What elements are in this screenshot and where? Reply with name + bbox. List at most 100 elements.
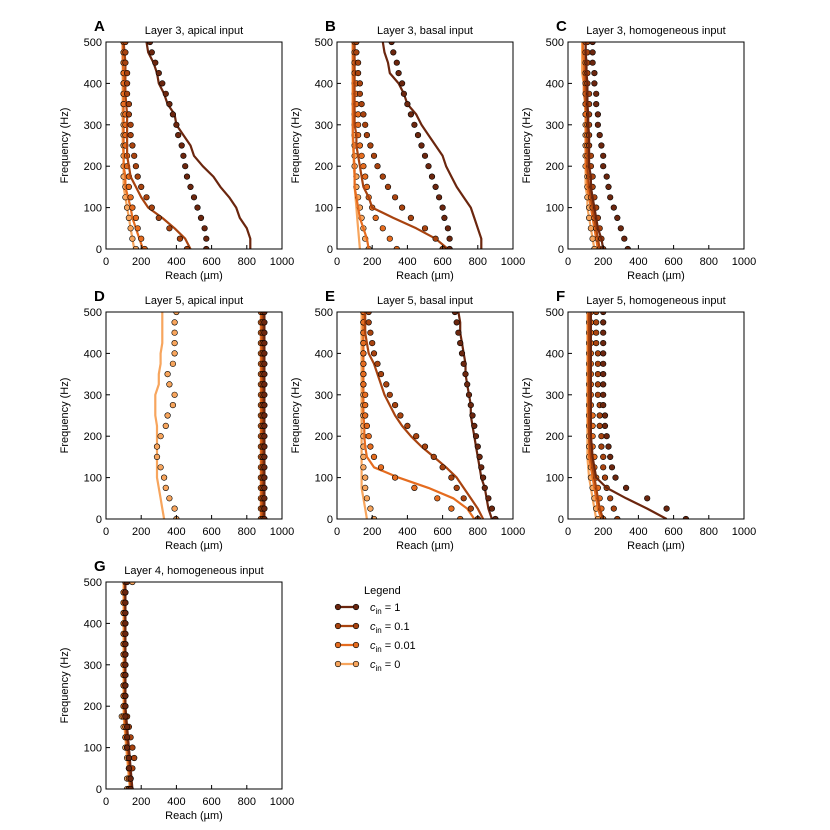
data-point <box>383 381 390 388</box>
data-point <box>593 329 600 336</box>
data-point <box>682 515 689 519</box>
x-tick-label: 0 <box>103 256 109 268</box>
data-point <box>148 49 155 56</box>
data-point <box>122 703 129 710</box>
y-tick-label: 200 <box>315 161 333 173</box>
data-point <box>157 433 164 440</box>
data-point <box>593 340 600 347</box>
data-point <box>414 132 422 139</box>
data-point <box>601 422 609 430</box>
data-point <box>261 453 268 461</box>
data-point <box>600 319 607 326</box>
legend-entry: cin = 0 <box>334 659 400 673</box>
data-point <box>360 371 367 378</box>
data-point <box>261 371 268 378</box>
series-line-1 <box>364 312 485 519</box>
data-point <box>261 412 268 419</box>
y-tick-label: 100 <box>315 473 333 485</box>
data-point <box>122 599 129 606</box>
data-point <box>261 340 268 347</box>
data-point <box>162 484 169 492</box>
data-point <box>134 225 141 232</box>
data-point <box>444 225 452 232</box>
x-tick-label: 600 <box>664 256 682 268</box>
data-point <box>374 360 381 367</box>
data-point <box>593 100 600 108</box>
y-tick-label: 400 <box>84 78 102 90</box>
data-point <box>123 69 131 77</box>
data-point <box>594 350 602 357</box>
data-point <box>448 474 455 481</box>
panel-b: 0 200 400 600 800 1000 0 100 200 300 400 500 Reach (… <box>290 18 525 282</box>
x-tick-label: 800 <box>469 526 487 538</box>
data-point <box>187 183 194 190</box>
x-tick-label: 600 <box>664 526 682 538</box>
y-tick-label: 100 <box>84 203 102 215</box>
data-point <box>404 422 411 430</box>
data-point <box>173 121 180 128</box>
data-point <box>621 235 628 242</box>
y-tick-label: 300 <box>84 660 102 672</box>
data-point <box>379 173 386 180</box>
legend-entry: cin = 0.1 <box>334 621 410 635</box>
x-tick-label: 200 <box>594 256 612 268</box>
data-point <box>439 464 446 471</box>
data-point <box>593 90 600 97</box>
data-point <box>353 49 360 56</box>
data-point <box>598 443 605 450</box>
data-point <box>166 100 173 108</box>
data-point <box>600 402 607 409</box>
data-point <box>194 204 201 211</box>
panel-letter: F <box>556 288 565 305</box>
series-group <box>120 42 252 249</box>
legend-label: cin = 0 <box>370 659 400 673</box>
data-point <box>600 329 607 336</box>
data-point <box>125 765 132 772</box>
data-point <box>436 194 443 201</box>
data-point <box>589 235 596 242</box>
data-point <box>392 474 399 481</box>
data-point <box>589 59 596 66</box>
data-point <box>407 111 415 118</box>
data-point <box>601 474 609 481</box>
series-line-0 <box>145 42 252 249</box>
data-point <box>600 371 607 378</box>
x-tick-label: 200 <box>363 526 381 538</box>
data-point <box>127 785 134 789</box>
data-point <box>360 163 367 170</box>
data-point <box>397 412 404 419</box>
data-point <box>355 59 362 66</box>
data-point <box>360 453 367 461</box>
data-point <box>261 515 268 519</box>
legend-swatch-dot <box>334 603 342 611</box>
series-group <box>360 312 499 519</box>
y-tick-label: 500 <box>84 307 102 319</box>
data-point <box>474 443 481 450</box>
data-point <box>171 340 178 347</box>
series-line-0 <box>589 312 668 519</box>
data-point <box>439 204 446 211</box>
panel-letter: A <box>94 18 105 35</box>
data-point <box>369 340 376 347</box>
data-point <box>161 474 168 481</box>
y-tick-label: 500 <box>84 577 102 589</box>
data-point <box>162 422 169 430</box>
y-tick-label: 300 <box>84 390 102 402</box>
legend-entry: cin = 0.01 <box>334 640 416 654</box>
panel-e: 0 200 400 600 800 1000 0 100 200 300 400 500 Reach (… <box>290 288 525 552</box>
data-point <box>197 214 205 221</box>
data-point <box>370 453 378 461</box>
data-point <box>157 464 164 471</box>
data-point <box>460 495 467 502</box>
data-point <box>122 49 129 56</box>
data-point <box>358 100 365 108</box>
data-point <box>131 754 138 762</box>
data-point <box>122 620 129 627</box>
data-point <box>607 453 614 461</box>
data-point <box>457 340 464 347</box>
legend-swatch-dot <box>352 641 360 649</box>
data-point <box>261 422 268 430</box>
data-point <box>363 422 371 430</box>
series-group <box>153 312 268 519</box>
